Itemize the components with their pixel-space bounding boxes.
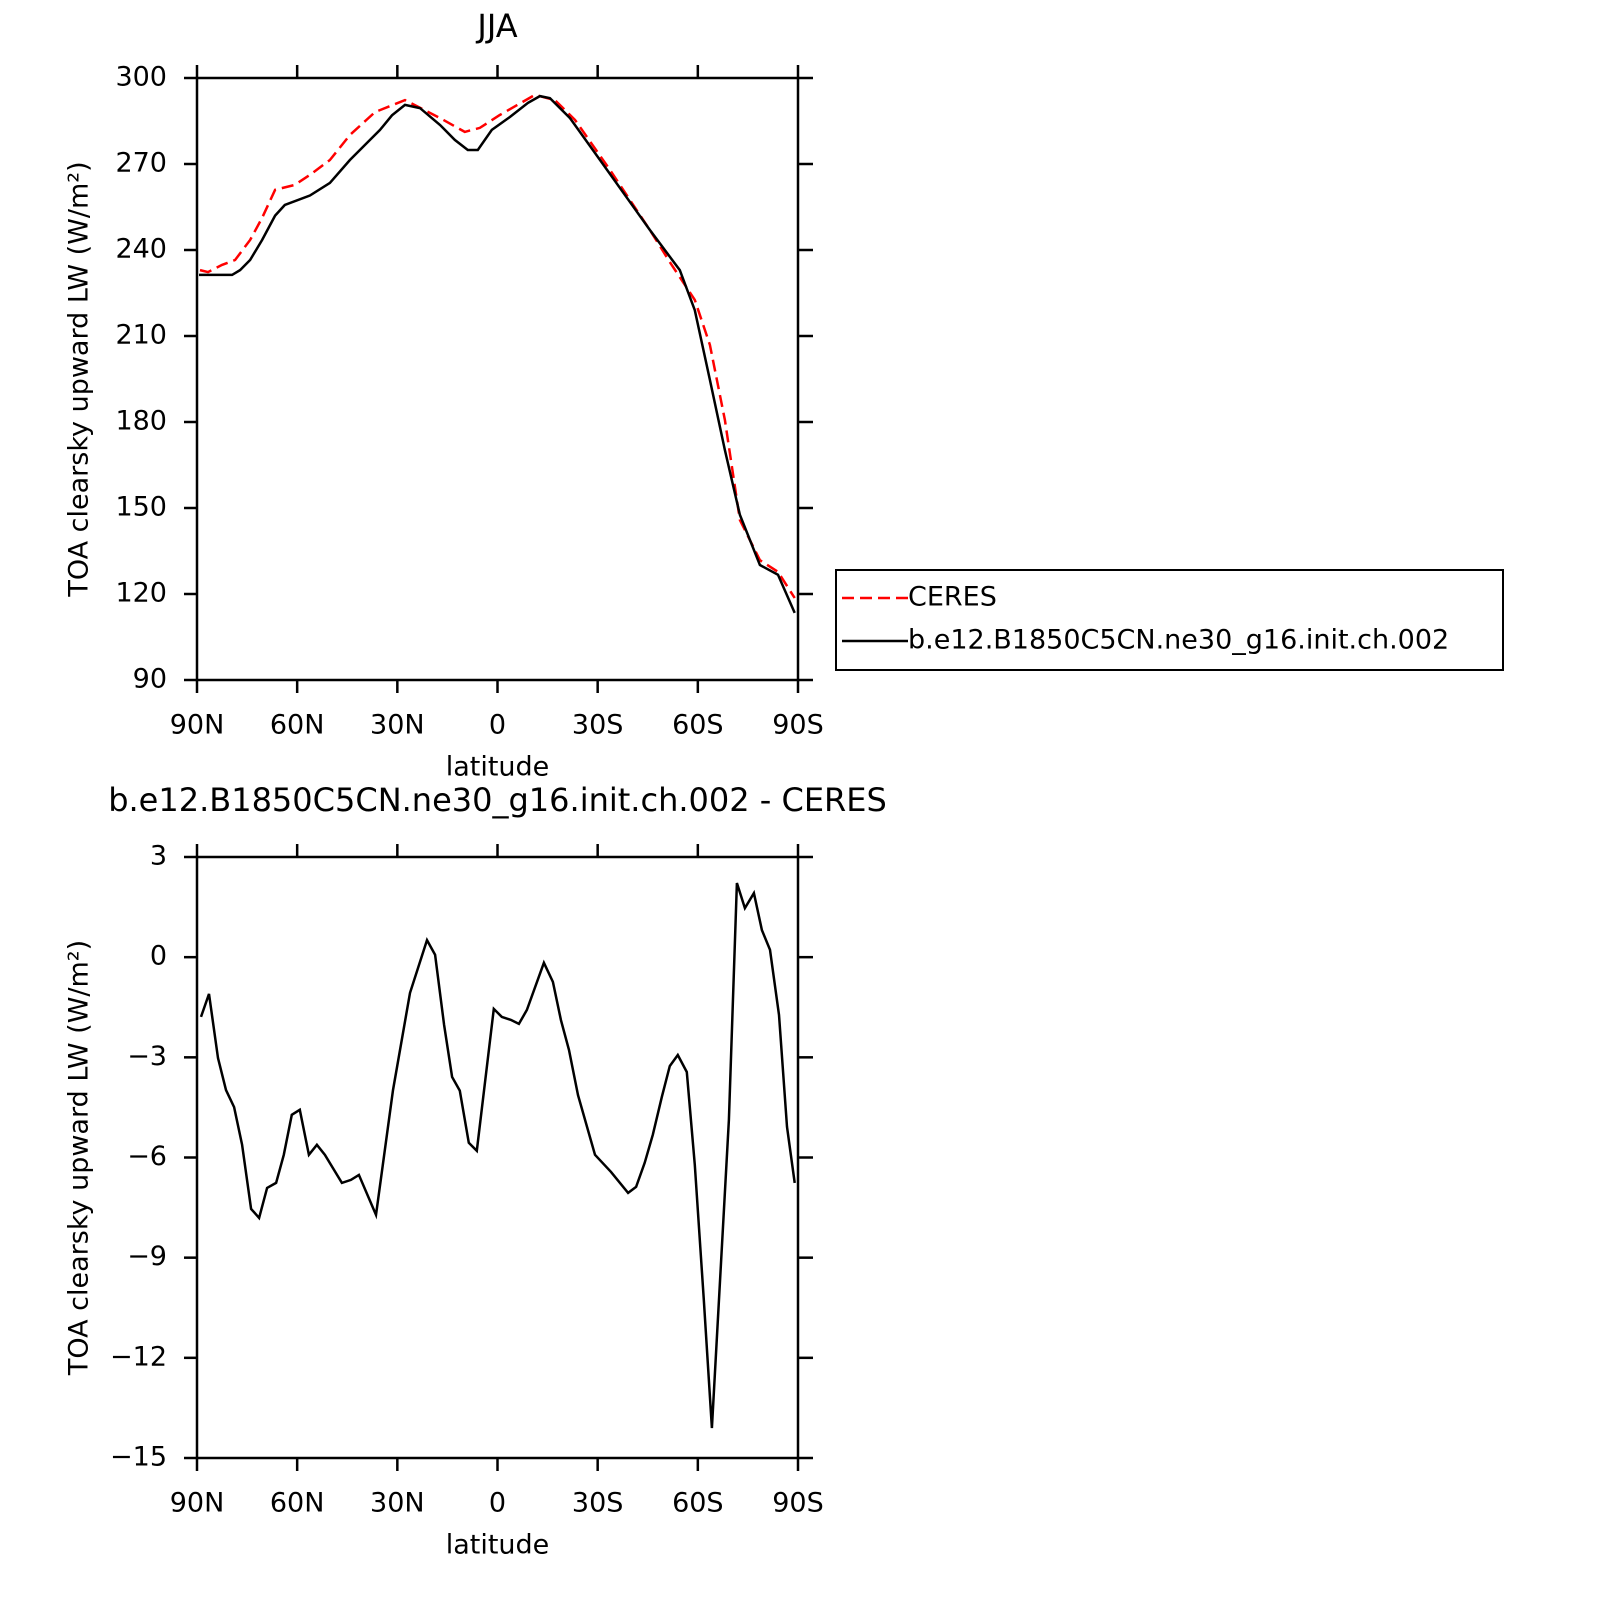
x-tick-label: 30S (572, 1488, 624, 1519)
y-tick-label: −3 (127, 1041, 167, 1072)
legend-label: b.e12.B1850C5CN.ne30_g16.init.ch.002 (908, 625, 1449, 656)
chart-title: b.e12.B1850C5CN.ne30_g16.init.ch.002 - C… (108, 781, 887, 819)
x-tick-label: 0 (489, 1488, 506, 1519)
y-tick-label: 0 (150, 941, 167, 972)
x-tick-label: 60S (672, 1488, 724, 1519)
x-tick-label: 60N (270, 1488, 325, 1519)
x-tick-label: 60S (672, 710, 724, 741)
y-tick-label: 240 (115, 234, 167, 265)
data-line (199, 93, 796, 599)
x-tick-label: 0 (489, 710, 506, 741)
x-axis-label: latitude (446, 752, 550, 783)
data-line (199, 94, 796, 614)
y-tick-label: 3 (150, 841, 167, 872)
y-tick-label: −12 (110, 1341, 167, 1372)
x-tick-label: 90N (170, 1488, 225, 1519)
y-axis-label: TOA clearsky upward LW (W/m²) (64, 940, 95, 1376)
y-tick-label: 120 (115, 578, 167, 609)
plot-frame (195, 76, 800, 682)
x-axis-label: latitude (446, 1530, 550, 1561)
x-tick-label: 30N (370, 1488, 425, 1519)
y-tick-label: −6 (127, 1141, 167, 1172)
x-tick-label: 90N (170, 710, 225, 741)
y-tick-label: 150 (115, 492, 167, 523)
x-tick-label: 90S (772, 1488, 824, 1519)
y-tick-label: 180 (115, 406, 167, 437)
legend: CERES b.e12.B1850C5CN.ne30_g16.init.ch.00… (835, 569, 1504, 671)
x-tick-label: 90S (772, 710, 824, 741)
y-tick-label: 90 (133, 664, 167, 695)
legend-label: CERES (908, 582, 997, 613)
y-tick-label: −9 (127, 1241, 167, 1272)
y-tick-label: 270 (115, 148, 167, 179)
chart-title: JJA (475, 7, 517, 45)
y-tick-label: 210 (115, 320, 167, 351)
x-tick-label: 30S (572, 710, 624, 741)
y-tick-label: −15 (110, 1442, 167, 1473)
y-tick-label: 300 (115, 62, 167, 93)
data-line (199, 882, 796, 1429)
x-tick-label: 30N (370, 710, 425, 741)
y-axis-label: TOA clearsky upward LW (W/m²) (64, 161, 95, 597)
plot-frame (195, 855, 800, 1460)
x-tick-label: 60N (270, 710, 325, 741)
legend-box (835, 569, 1504, 671)
